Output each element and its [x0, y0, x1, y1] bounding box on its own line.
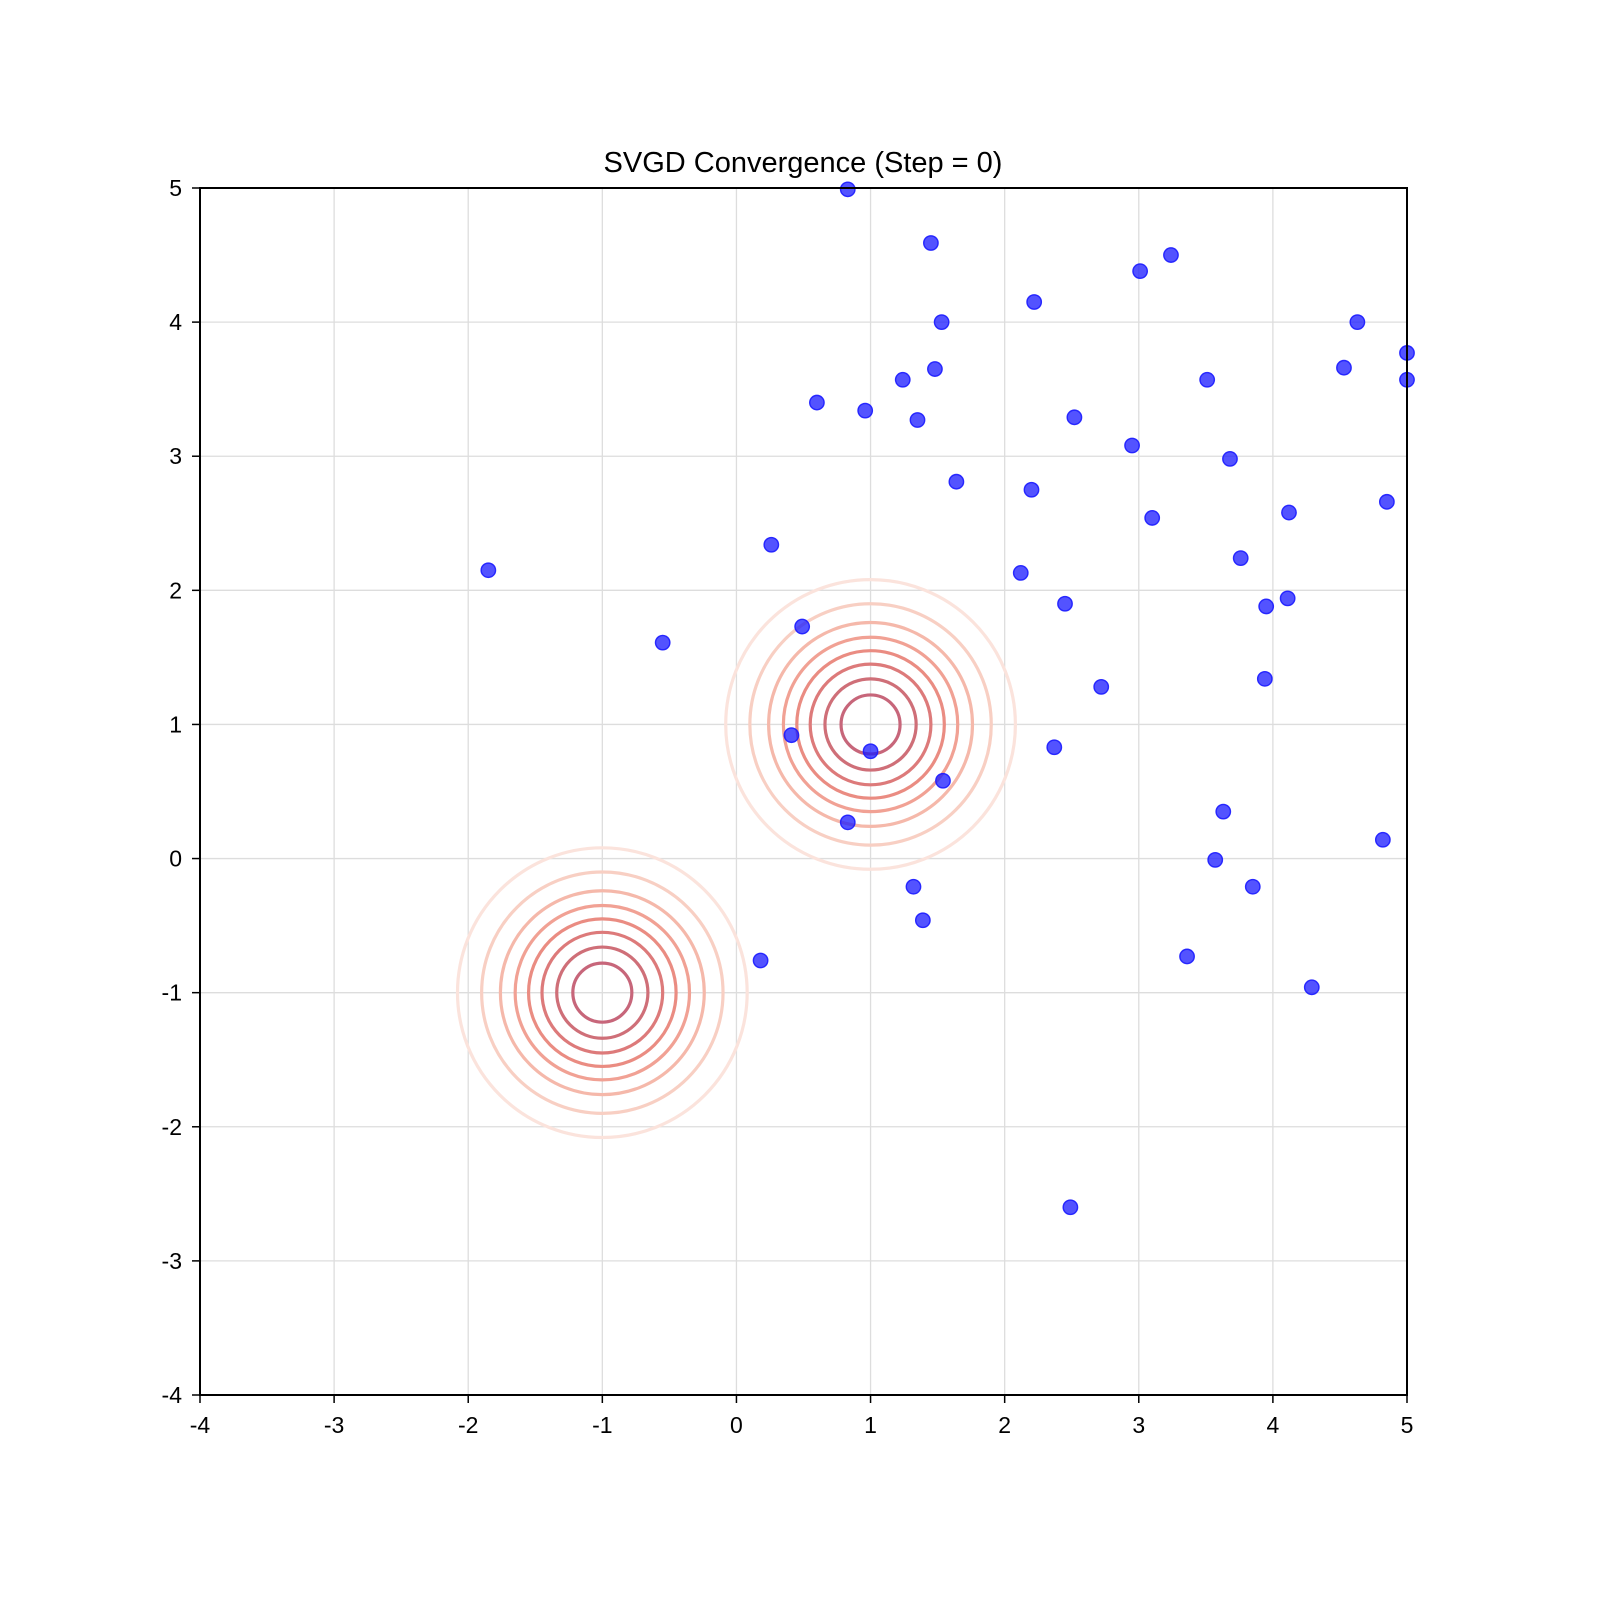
x-tick-label: -1 — [592, 1412, 612, 1438]
particle-point — [1093, 678, 1110, 695]
particle-point — [1057, 595, 1073, 612]
particle-point — [914, 912, 931, 929]
contour-line-2-6 — [808, 662, 933, 787]
density-contours — [455, 578, 1017, 1140]
y-tick-label: -1 — [162, 980, 182, 1006]
particle-point — [935, 772, 951, 789]
particle-point — [1258, 598, 1275, 615]
x-tick-label: 2 — [998, 1412, 1011, 1438]
x-tick-label: -2 — [458, 1412, 478, 1438]
contour-line-1-5 — [526, 917, 678, 1069]
y-axis: -4 -3 -2 -1 0 1 2 3 4 5 — [162, 175, 200, 1408]
contour-line-1-2 — [480, 870, 725, 1115]
particle-point — [752, 952, 769, 969]
particle-point — [783, 727, 800, 744]
particle-point — [654, 634, 671, 651]
contour-line-1-4 — [513, 903, 692, 1082]
particle-point — [923, 235, 939, 251]
y-tick-label: 4 — [169, 309, 182, 335]
y-tick-label: 0 — [169, 846, 182, 872]
particle-point — [1222, 451, 1238, 467]
particle-point — [1163, 247, 1179, 263]
y-tick-label: -4 — [162, 1382, 183, 1408]
particle-point — [839, 181, 856, 198]
particle-point — [1378, 493, 1395, 510]
x-tick-label: 5 — [1401, 1412, 1414, 1438]
particle-point — [1256, 670, 1273, 687]
particle-point — [763, 536, 780, 553]
particle-point — [1207, 851, 1224, 868]
particle-point — [1066, 409, 1083, 426]
particle-point — [1046, 739, 1063, 756]
x-tick-label: 1 — [864, 1412, 877, 1438]
particle-point — [1349, 314, 1366, 331]
particle-point — [1303, 979, 1320, 996]
x-tick-label: -4 — [190, 1412, 211, 1438]
y-tick-label: 5 — [169, 175, 182, 201]
particle-point — [1244, 878, 1261, 895]
contour-line-2-5 — [795, 649, 946, 800]
particle-point — [1026, 294, 1043, 310]
y-tick-label: 2 — [169, 577, 182, 603]
particle-point — [1012, 564, 1029, 581]
particle-point — [1374, 831, 1391, 848]
particle-point — [1279, 590, 1296, 607]
x-tick-label: 3 — [1132, 1412, 1145, 1438]
particles — [480, 181, 1415, 1216]
contour-line-2-3 — [767, 620, 975, 828]
contour-line-1-7 — [555, 945, 650, 1040]
particle-point — [1144, 510, 1161, 526]
particle-point — [933, 314, 950, 331]
particle-point — [857, 402, 874, 419]
particle-point — [1199, 371, 1216, 388]
particle-point — [948, 473, 965, 490]
particle-point — [909, 412, 926, 428]
x-tick-label: 0 — [730, 1412, 743, 1438]
x-tick-label: -3 — [324, 1412, 344, 1438]
axes-background — [200, 188, 1407, 1395]
particle-point — [839, 814, 856, 831]
y-tick-label: 3 — [169, 443, 182, 469]
particle-point — [1124, 437, 1140, 454]
particle-point — [862, 743, 879, 760]
contour-line-2-1 — [724, 578, 1017, 871]
contour-line-2-7 — [823, 677, 918, 772]
contour-line-1-8 — [571, 961, 634, 1024]
x-axis: -4 -3 -2 -1 0 1 2 3 4 5 — [190, 1395, 1414, 1438]
contour-line-2-2 — [748, 602, 993, 847]
particle-point — [480, 562, 497, 579]
contour-line-1-3 — [498, 889, 706, 1097]
particle-point — [1179, 948, 1195, 965]
contour-line-1-6 — [540, 930, 665, 1055]
particle-point — [1215, 803, 1232, 820]
chart-title: SVGD Convergence (Step = 0) — [604, 147, 1003, 179]
particle-point — [927, 361, 943, 377]
particle-point — [1132, 263, 1149, 280]
particle-point — [894, 371, 911, 388]
particle-point — [1023, 481, 1040, 498]
axes-frame — [199, 187, 1408, 1396]
plot-area — [199, 181, 1415, 1396]
particle-point — [1232, 550, 1249, 567]
particle-point — [1336, 359, 1352, 376]
particle-point — [905, 878, 922, 895]
y-tick-label: 1 — [169, 711, 182, 737]
particle-point — [794, 618, 811, 635]
particle-point — [1062, 1199, 1079, 1216]
y-tick-label: -3 — [162, 1248, 182, 1274]
particle-point — [1281, 504, 1297, 521]
x-tick-label: 4 — [1266, 1412, 1279, 1438]
contour-line-2-4 — [781, 635, 960, 814]
particle-point — [809, 394, 825, 411]
contour-line-1-1 — [455, 846, 749, 1140]
y-tick-label: -2 — [162, 1114, 182, 1140]
